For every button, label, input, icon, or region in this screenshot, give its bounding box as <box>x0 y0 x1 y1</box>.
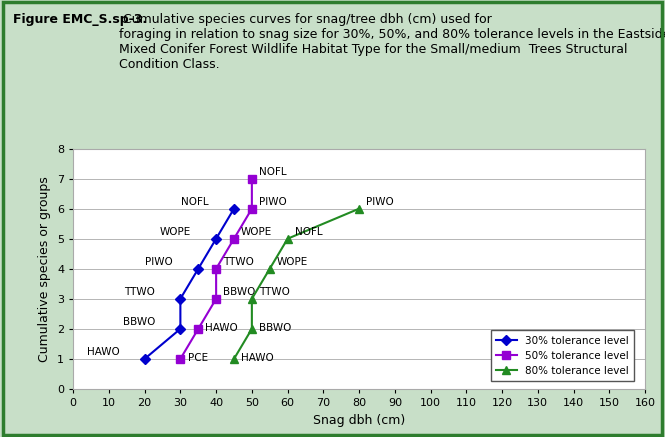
80% tolerance level <box>230 356 238 361</box>
Text: PIWO: PIWO <box>259 197 287 207</box>
Text: HAWO: HAWO <box>241 354 274 364</box>
X-axis label: Snag dbh (cm): Snag dbh (cm) <box>313 413 405 427</box>
30% tolerance level <box>176 326 184 331</box>
80% tolerance level <box>355 206 363 211</box>
Text: Cumulative species curves for snag/tree dbh (cm) used for
foraging in relation t: Cumulative species curves for snag/tree … <box>118 13 665 71</box>
50% tolerance level <box>212 296 220 302</box>
Y-axis label: Cumulative species or groups: Cumulative species or groups <box>39 176 51 362</box>
Text: BBWO: BBWO <box>259 323 291 333</box>
80% tolerance level <box>266 266 274 271</box>
80% tolerance level <box>248 296 256 302</box>
Text: TTWO: TTWO <box>223 257 254 267</box>
Line: 80% tolerance level: 80% tolerance level <box>230 205 363 363</box>
50% tolerance level <box>176 356 184 361</box>
30% tolerance level <box>194 266 202 271</box>
Text: WOPE: WOPE <box>277 257 308 267</box>
50% tolerance level <box>230 236 238 241</box>
30% tolerance level <box>212 236 220 241</box>
Line: 30% tolerance level: 30% tolerance level <box>141 205 237 362</box>
Text: PCE: PCE <box>188 354 207 364</box>
Text: NOFL: NOFL <box>182 197 209 207</box>
Text: WOPE: WOPE <box>241 227 273 237</box>
Text: NOFL: NOFL <box>295 227 323 237</box>
Text: TTWO: TTWO <box>124 287 156 297</box>
50% tolerance level <box>212 266 220 271</box>
30% tolerance level <box>230 206 238 211</box>
Legend: 30% tolerance level, 50% tolerance level, 80% tolerance level: 30% tolerance level, 50% tolerance level… <box>491 330 634 382</box>
Text: HAWO: HAWO <box>87 347 120 357</box>
Text: WOPE: WOPE <box>160 227 191 237</box>
Text: HAWO: HAWO <box>205 323 238 333</box>
Text: PIWO: PIWO <box>146 257 174 267</box>
50% tolerance level <box>194 326 202 331</box>
Text: Figure EMC_S.sp-3.: Figure EMC_S.sp-3. <box>13 13 148 26</box>
Text: BBWO: BBWO <box>123 317 156 327</box>
30% tolerance level <box>176 296 184 302</box>
Text: PIWO: PIWO <box>366 197 394 207</box>
50% tolerance level <box>248 176 256 181</box>
Text: BBWO: BBWO <box>223 287 255 297</box>
Text: NOFL: NOFL <box>259 167 287 177</box>
50% tolerance level <box>248 206 256 211</box>
Line: 50% tolerance level: 50% tolerance level <box>176 174 256 363</box>
80% tolerance level <box>248 326 256 331</box>
Text: TTWO: TTWO <box>259 287 290 297</box>
80% tolerance level <box>283 236 291 241</box>
30% tolerance level <box>141 356 149 361</box>
